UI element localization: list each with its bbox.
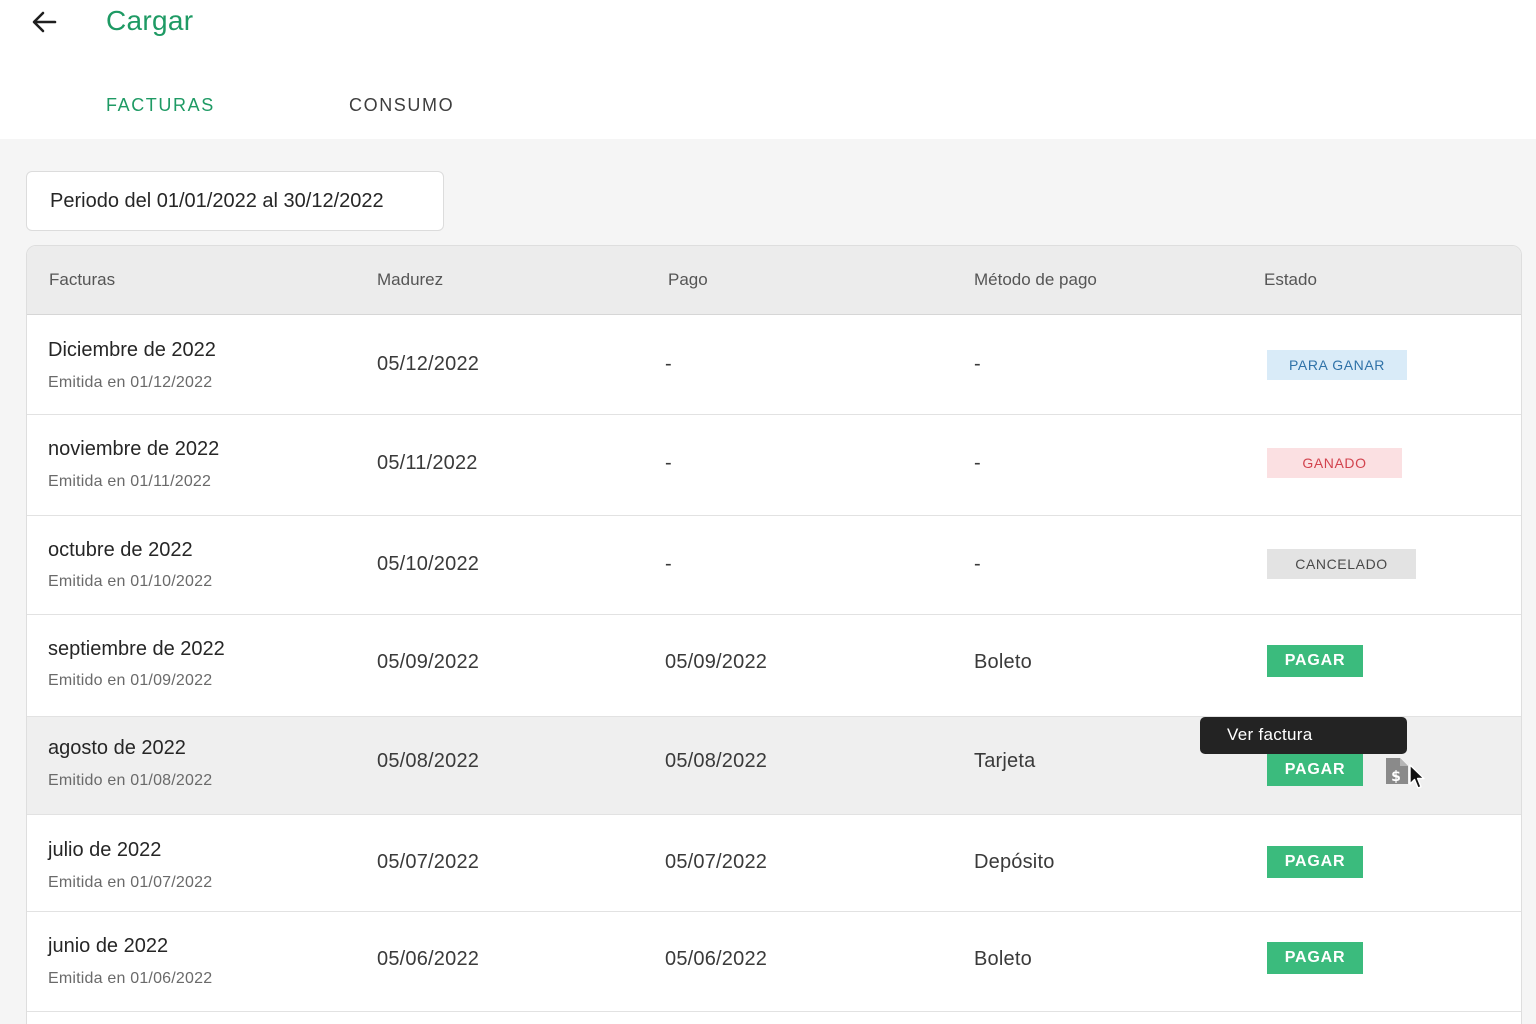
- payment-method: -: [974, 553, 981, 575]
- arrow-left-icon: [32, 11, 57, 33]
- table-row[interactable]: julio de 2022 Emitida en 01/07/2022 05/0…: [27, 815, 1521, 912]
- invoice-title: octubre de 2022: [48, 539, 193, 561]
- table-row[interactable]: junio de 2022 Emitida en 01/06/2022 05/0…: [27, 912, 1521, 1012]
- invoice-issued: Emitido en 01/09/2022: [48, 672, 213, 689]
- invoice-title: junio de 2022: [48, 935, 169, 957]
- payment-method: Boleto: [974, 651, 1032, 673]
- due-date: 05/11/2022: [377, 452, 478, 474]
- invoice-issued: Emitida en 01/12/2022: [48, 374, 213, 391]
- payment-date: 05/09/2022: [665, 651, 768, 673]
- invoice-issued: Emitida en 01/10/2022: [48, 573, 213, 590]
- tab-facturas[interactable]: FACTURAS: [106, 95, 215, 115]
- due-date: 05/10/2022: [377, 553, 480, 575]
- header-metodo-pago: Método de pago: [974, 270, 1097, 289]
- period-selector[interactable]: Periodo del 01/01/2022 al 30/12/2022: [26, 171, 444, 231]
- pay-button[interactable]: PAGAR: [1267, 645, 1363, 677]
- due-date: 05/12/2022: [377, 353, 480, 375]
- invoice-title: agosto de 2022: [48, 737, 186, 759]
- payment-method: Depósito: [974, 851, 1055, 873]
- header-estado: Estado: [1264, 270, 1317, 289]
- payment-method: Tarjeta: [974, 750, 1036, 772]
- invoice-issued: Emitida en 01/11/2022: [48, 473, 212, 490]
- page-title: Cargar: [106, 5, 194, 36]
- invoice-issued: Emitida en 01/06/2022: [48, 970, 213, 987]
- invoice-title: Diciembre de 2022: [48, 339, 216, 361]
- payment-date: -: [665, 553, 672, 575]
- table-row[interactable]: Diciembre de 2022 Emitida en 01/12/2022 …: [27, 315, 1521, 415]
- top-bar: Cargar FACTURAS CONSUMO: [0, 0, 1536, 139]
- invoice-title: septiembre de 2022: [48, 638, 225, 660]
- payment-method: Boleto: [974, 948, 1032, 970]
- mouse-cursor-icon: [1409, 764, 1425, 789]
- pay-button[interactable]: PAGAR: [1267, 942, 1363, 974]
- invoice-issued: Emitido en 01/08/2022: [48, 772, 213, 789]
- invoice-issued: Emitida en 01/07/2022: [48, 874, 213, 891]
- payment-date: -: [665, 452, 672, 474]
- due-date: 05/09/2022: [377, 651, 480, 673]
- tab-consumo[interactable]: CONSUMO: [349, 95, 455, 115]
- status-badge: GANADO: [1267, 448, 1402, 478]
- payment-method: -: [974, 452, 981, 474]
- pay-button[interactable]: PAGAR: [1267, 846, 1363, 878]
- due-date: 05/07/2022: [377, 851, 480, 873]
- payment-date: 05/07/2022: [665, 851, 768, 873]
- invoices-table: Facturas Madurez Pago Método de pago Est…: [26, 245, 1522, 1024]
- due-date: 05/06/2022: [377, 948, 480, 970]
- status-badge: PARA GANAR: [1267, 350, 1407, 380]
- table-row[interactable]: septiembre de 2022 Emitido en 01/09/2022…: [27, 615, 1521, 717]
- due-date: 05/08/2022: [377, 750, 480, 772]
- table-header: Facturas Madurez Pago Método de pago Est…: [27, 246, 1521, 315]
- payment-date: -: [665, 353, 672, 375]
- invoice-title: julio de 2022: [48, 839, 162, 861]
- header-pago: Pago: [668, 270, 708, 289]
- view-invoice-tooltip: Ver factura: [1200, 717, 1407, 754]
- invoice-document-icon[interactable]: $: [1384, 756, 1410, 786]
- payment-date: 05/08/2022: [665, 750, 768, 772]
- back-button[interactable]: [26, 4, 62, 40]
- pay-button[interactable]: PAGAR: [1267, 754, 1363, 786]
- header-madurez: Madurez: [377, 270, 444, 289]
- payment-method: -: [974, 353, 981, 375]
- table-row[interactable]: noviembre de 2022 Emitida en 01/11/2022 …: [27, 415, 1521, 516]
- status-badge: CANCELADO: [1267, 549, 1416, 579]
- table-row[interactable]: octubre de 2022 Emitida en 01/10/2022 05…: [27, 516, 1521, 615]
- svg-text:$: $: [1391, 769, 1401, 785]
- header-facturas: Facturas: [49, 270, 116, 289]
- payment-date: 05/06/2022: [665, 948, 768, 970]
- invoice-title: noviembre de 2022: [48, 438, 220, 460]
